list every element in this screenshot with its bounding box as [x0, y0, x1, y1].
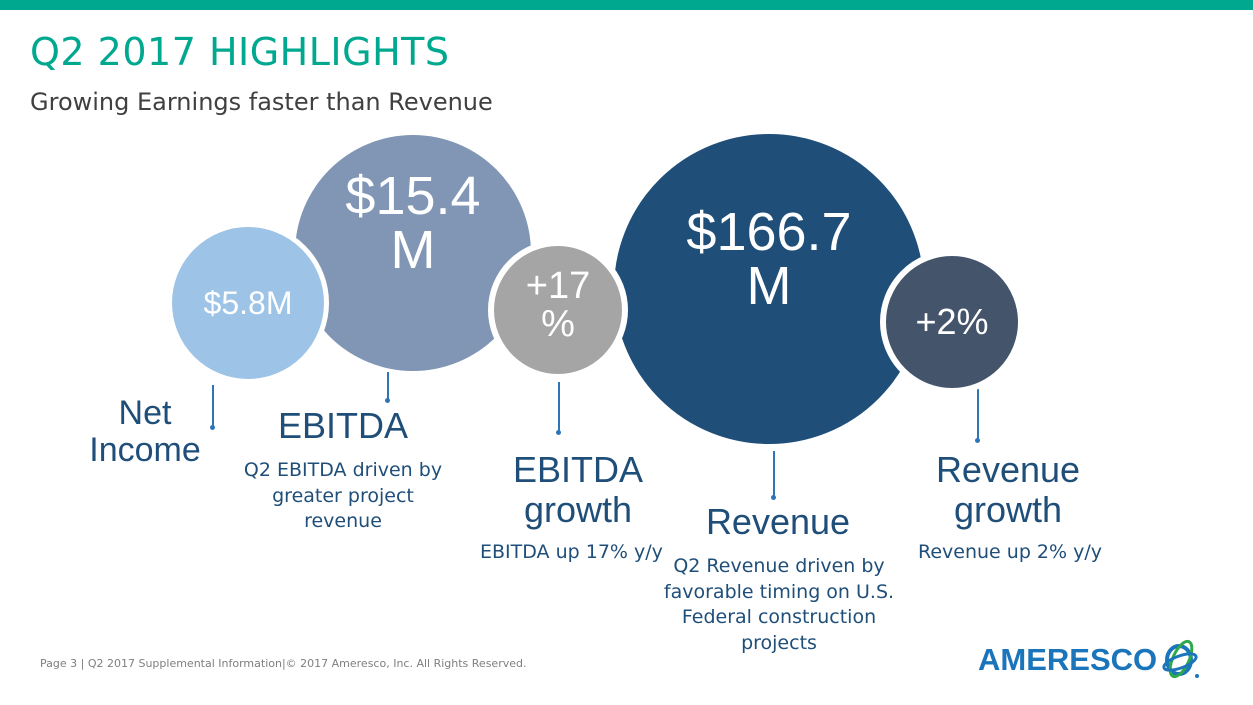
net-income-value: $5.8M: [203, 285, 293, 321]
net-income-label: Net Income: [80, 394, 210, 470]
ebitda-label-text: EBITDA: [277, 405, 409, 446]
revenue-growth-connector: [975, 388, 980, 443]
revenue-description-text: Q2 Revenue driven by favorable timing on…: [663, 555, 895, 654]
top-accent-bar: [0, 0, 1253, 10]
revenue-growth-label: Revenue growth: [920, 450, 1096, 529]
ebitda-description-text: Q2 EBITDA driven by greater project reve…: [243, 459, 443, 533]
revenue-growth-bubble: +2%: [880, 250, 1024, 394]
net-income-label-text: Net Income: [89, 394, 201, 470]
ebitda-value: $15.4 M: [345, 166, 481, 280]
ebitda-growth-description-text: EBITDA up 17% y/y: [480, 541, 663, 563]
ebitda-bubble: $15.4 M: [295, 135, 531, 371]
revenue-bubble: $166.7 M: [608, 128, 930, 450]
revenue-growth-label-text: Revenue growth: [935, 449, 1081, 530]
ebitda-growth-value: +17 %: [525, 265, 591, 345]
ebitda-description: Q2 EBITDA driven by greater project reve…: [243, 458, 443, 535]
revenue-connector: [771, 451, 776, 500]
logo-text: AMERESCO: [978, 642, 1158, 677]
globe-orbit-icon: [1162, 639, 1200, 679]
net-income-bubble: $5.8M: [167, 222, 329, 384]
footer-text: Page 3 | Q2 2017 Supplemental Informatio…: [40, 657, 527, 670]
revenue-label-text: Revenue: [705, 501, 851, 542]
ebitda-growth-label: EBITDA growth: [500, 450, 656, 529]
ebitda-label: EBITDA: [263, 406, 423, 446]
ebitda-connector: [385, 372, 390, 403]
revenue-growth-value: +2%: [915, 301, 989, 342]
ebitda-growth-connector: [556, 382, 561, 435]
revenue-description: Q2 Revenue driven by favorable timing on…: [646, 554, 912, 657]
ebitda-growth-bubble: +17 %: [488, 240, 628, 380]
revenue-growth-description: Revenue up 2% y/y: [900, 540, 1120, 566]
page-subtitle: Growing Earnings faster than Revenue: [30, 88, 493, 116]
revenue-label: Revenue: [690, 502, 866, 542]
revenue-value: $166.7 M: [686, 202, 852, 316]
ebitda-growth-label-text: EBITDA growth: [512, 449, 644, 530]
revenue-growth-description-text: Revenue up 2% y/y: [918, 541, 1102, 563]
page-title: Q2 2017 HIGHLIGHTS: [30, 30, 450, 74]
ameresco-logo: AMERESCO: [978, 639, 1203, 680]
ebitda-growth-description: EBITDA up 17% y/y: [480, 540, 680, 566]
net-income-connector: [210, 385, 215, 430]
